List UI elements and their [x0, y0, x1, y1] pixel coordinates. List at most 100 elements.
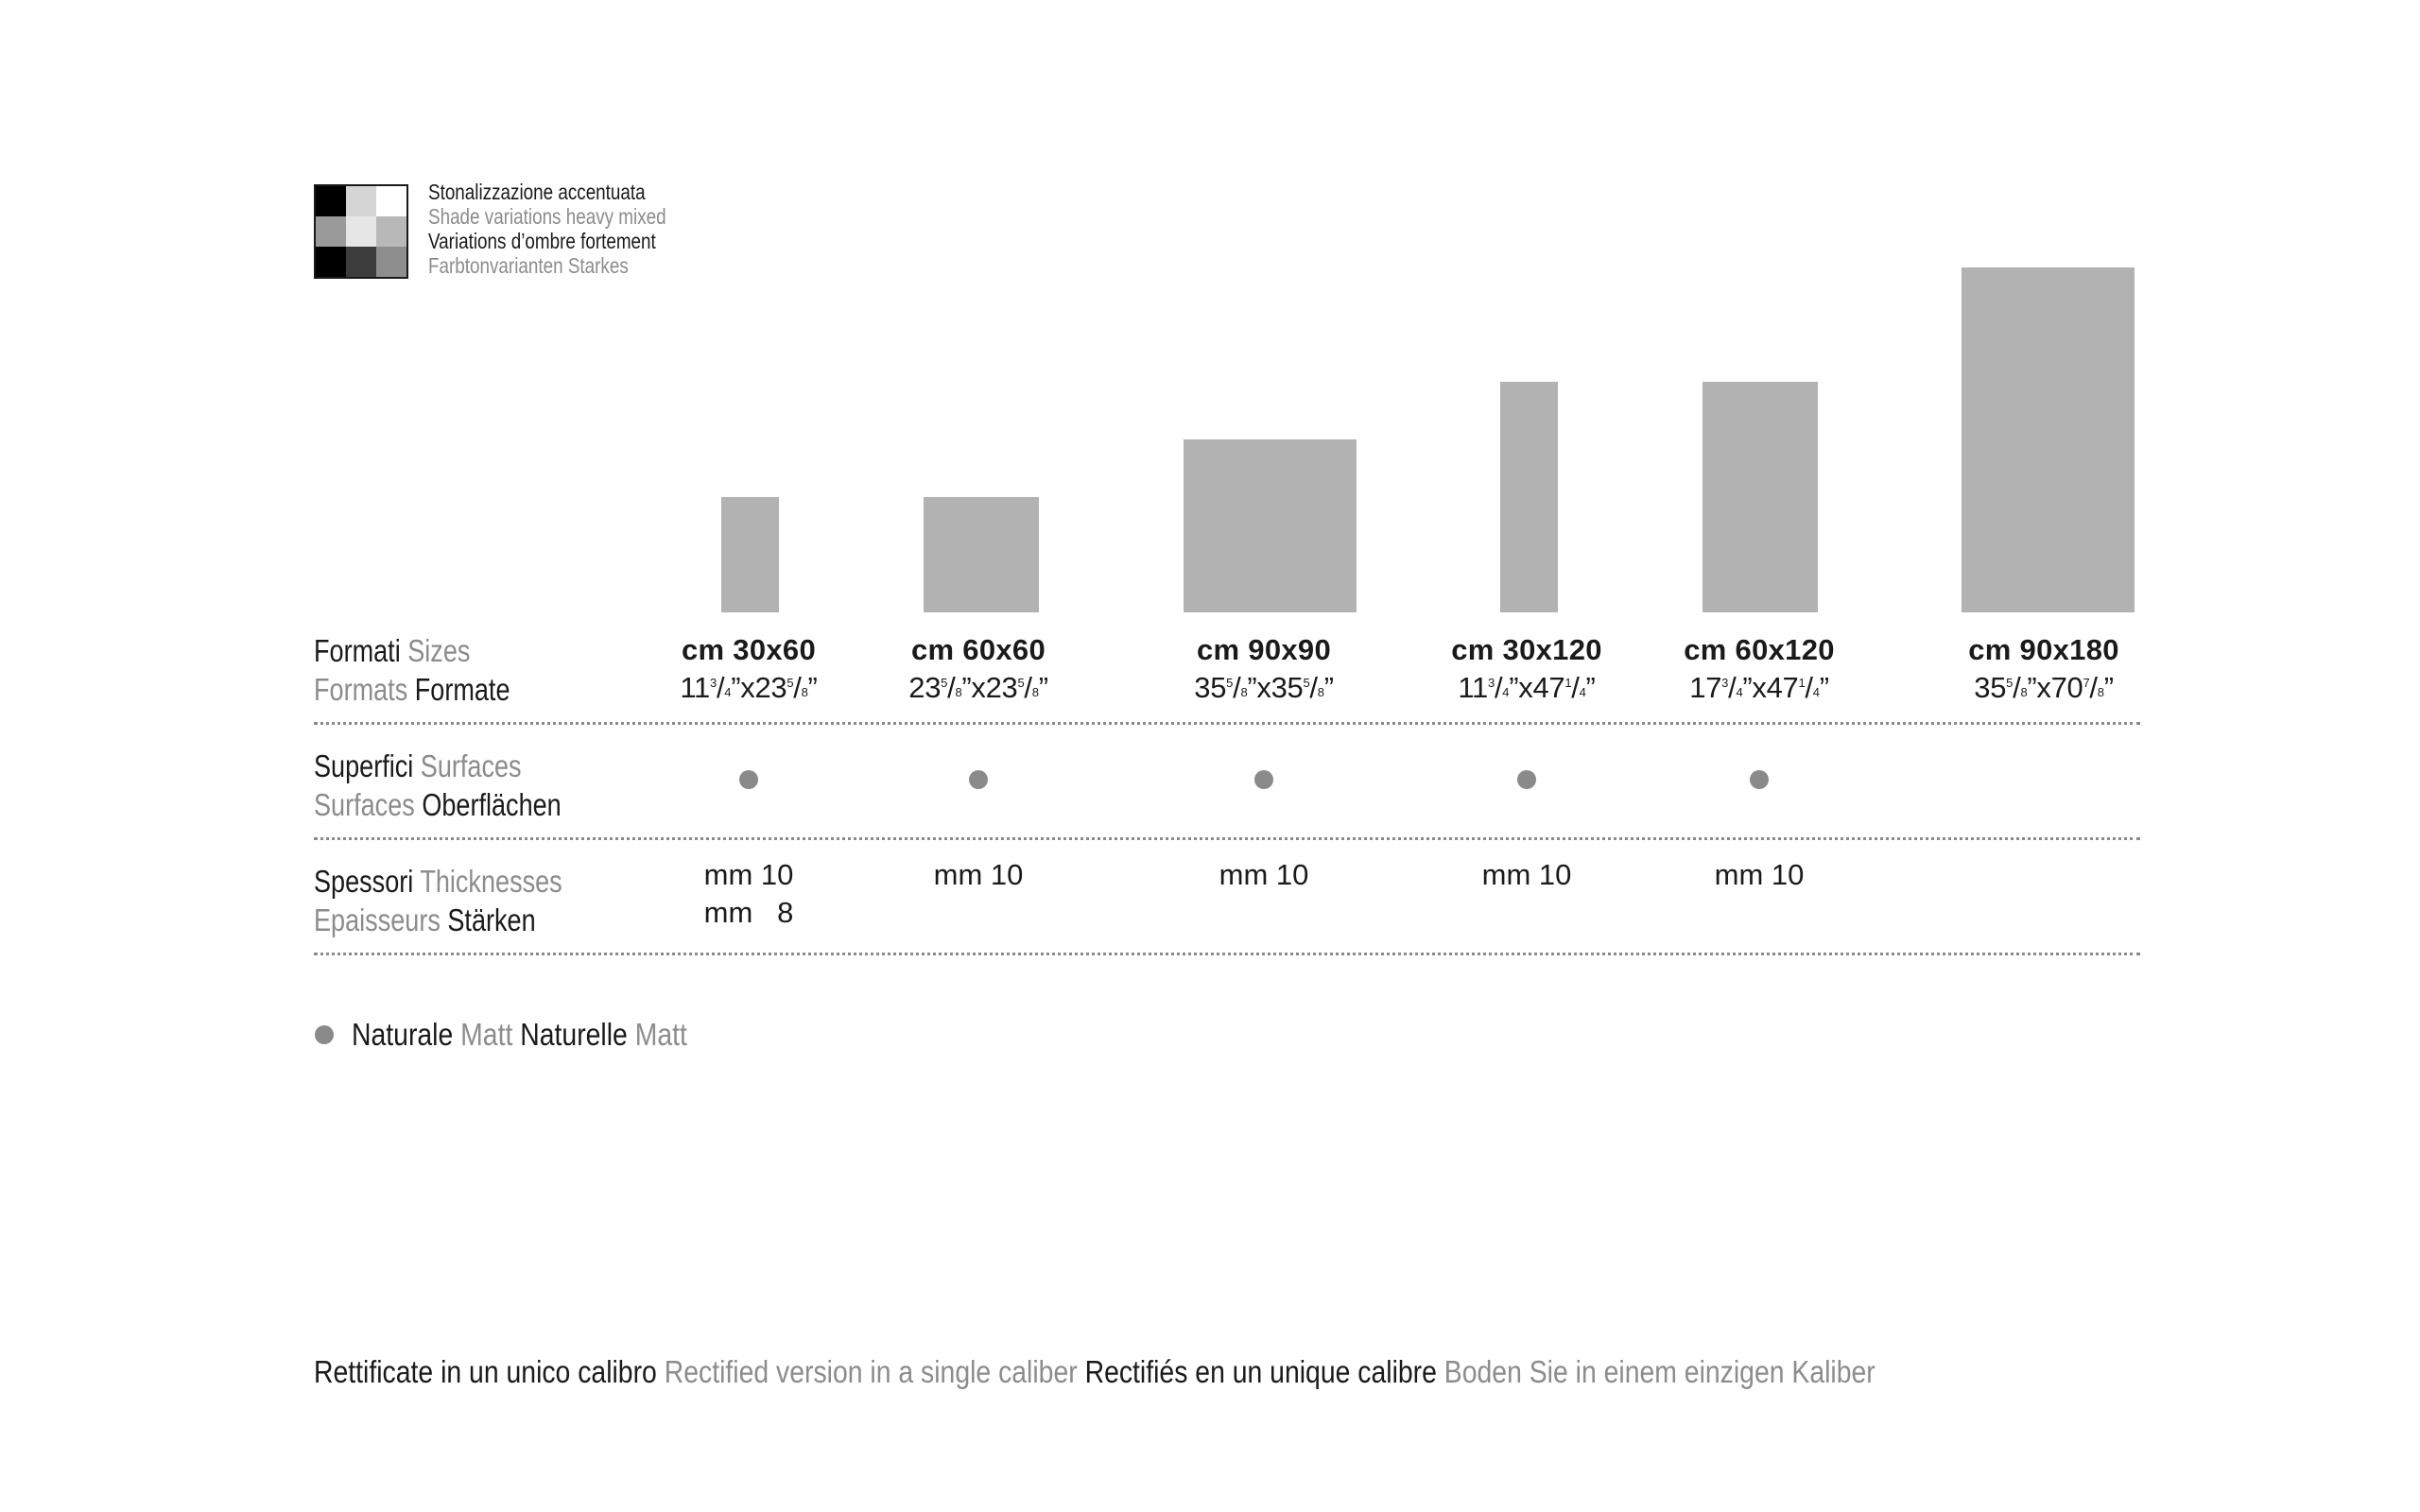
surfaces-label-en: Surfaces — [420, 748, 522, 783]
surfaces-label-it: Superfici — [314, 748, 414, 783]
inch-part: 5 — [786, 676, 794, 690]
finish-legend-fr: Naturelle — [520, 1017, 628, 1052]
matt-finish-dot — [1517, 770, 1536, 789]
tile-shape-cm-60x120 — [1703, 382, 1818, 612]
format-size-inches: 173/4”x471/4” — [1689, 671, 1829, 704]
inch-part: 11 — [1458, 671, 1489, 704]
tile-shape-cm-90x90 — [1184, 439, 1357, 612]
inch-part: ”x70 — [2027, 671, 2083, 704]
thickness-label-fr: Epaisseurs — [314, 902, 441, 937]
footer-de: Boden Sie in einem einzigen Kaliber — [1443, 1354, 1876, 1389]
thickness-label-de: Stärken — [447, 902, 536, 937]
tile-shape-cm-30x120 — [1500, 382, 1558, 612]
matt-finish-dot — [1750, 770, 1769, 789]
finish-legend: Naturale Matt Naturelle Matt — [314, 1017, 742, 1053]
shade-variation-text: Stonalizzazione accentuata Shade variati… — [428, 180, 718, 278]
format-size-cm: cm 30x120 — [1451, 633, 1602, 666]
finish-legend-it: Naturale — [352, 1017, 454, 1052]
inch-part: ” — [1038, 671, 1048, 704]
inch-part: 8 — [801, 685, 808, 699]
surfaces-label-fr: Surfaces — [314, 787, 415, 822]
shade-label-it: Stonalizzazione accentuata — [428, 180, 646, 204]
inch-part: ” — [807, 671, 818, 704]
inch-part: ” — [1819, 671, 1829, 704]
tile-shape-cm-90x180 — [1962, 267, 2135, 612]
shade-swatch — [316, 216, 346, 247]
inch-part: 35 — [1194, 671, 1227, 704]
inch-part: 8 — [1031, 685, 1039, 699]
inch-part: 7 — [2083, 676, 2090, 690]
inch-part: 5 — [1303, 676, 1310, 690]
shade-label-de: Farbtonvarianten Starkes — [428, 253, 629, 278]
inch-part: 4 — [1812, 685, 1820, 699]
finish-legend-de: Matt — [634, 1017, 687, 1052]
thickness-label-en: Thicknesses — [420, 864, 562, 899]
inch-part: 4 — [1736, 685, 1743, 699]
row-divider — [314, 837, 2140, 840]
inch-part: 5 — [2006, 676, 2014, 690]
inch-part: 3 — [1488, 676, 1495, 690]
format-size-inches: 355/8”x355/8” — [1194, 671, 1334, 704]
shade-swatch — [346, 186, 376, 216]
sizes-label-fr: Formats — [314, 672, 408, 707]
inch-part: 11 — [680, 671, 711, 704]
sizes-label-en: Sizes — [407, 633, 471, 668]
shade-label-en: Shade variations heavy mixed — [428, 204, 666, 229]
shade-variation-icon — [314, 184, 408, 279]
inch-part: 5 — [1226, 676, 1234, 690]
inch-part: ” — [1585, 671, 1596, 704]
thickness-value: mm 10 — [933, 858, 1024, 891]
shade-swatch — [346, 247, 376, 277]
inch-part: 5 — [941, 676, 948, 690]
inch-part: 3 — [710, 676, 717, 690]
format-size-inches: 113/4”x235/8” — [680, 671, 818, 704]
inch-part: ” — [1323, 671, 1334, 704]
shade-swatch — [376, 186, 406, 216]
thickness-value: mm 10 — [703, 858, 794, 891]
shade-swatch — [316, 186, 346, 216]
thickness-label-it: Spessori — [314, 864, 414, 899]
inch-part: ”x35 — [1247, 671, 1304, 704]
thickness-value: mm 10 — [1481, 858, 1572, 891]
inch-part: 8 — [2020, 685, 2028, 699]
thickness-value: mm 10 — [1219, 858, 1309, 891]
footer-en: Rectified version in a single caliber — [664, 1354, 1078, 1389]
inch-part: 1 — [1798, 676, 1806, 690]
thickness-row-label: Spessori Thicknesses Epaisseurs Stärken — [314, 862, 616, 939]
shade-swatch — [376, 216, 406, 247]
tile-shape-cm-60x60 — [924, 497, 1039, 612]
format-size-cm: cm 30x60 — [681, 633, 817, 666]
shade-swatch — [376, 247, 406, 277]
inch-part: 8 — [1240, 685, 1248, 699]
format-size-cm: cm 60x60 — [910, 633, 1046, 666]
inch-part: 8 — [1317, 685, 1324, 699]
shade-swatch — [346, 216, 376, 247]
tile-shape-cm-30x60 — [721, 497, 779, 612]
format-size-cm: cm 90x180 — [1968, 633, 2119, 666]
surfaces-label-de: Oberflächen — [422, 787, 562, 822]
matt-finish-dot — [1254, 770, 1273, 789]
format-size-cm: cm 60x120 — [1684, 633, 1835, 666]
matt-finish-dot — [739, 770, 758, 789]
inch-part: 8 — [955, 685, 962, 699]
format-size-cm: cm 90x90 — [1196, 633, 1332, 666]
inch-part: ” — [2103, 671, 2114, 704]
inch-part: 4 — [1502, 685, 1510, 699]
sizes-label-it: Formati — [314, 633, 401, 668]
inch-part: ”x47 — [1509, 671, 1565, 704]
surfaces-row-label: Superfici Surfaces Surfaces Oberflächen — [314, 747, 615, 824]
sizes-label-de: Formate — [414, 672, 510, 707]
format-size-inches: 355/8”x707/8” — [1974, 671, 2114, 704]
format-size-inches: 113/4”x471/4” — [1458, 671, 1596, 704]
inch-part: ”x47 — [1742, 671, 1799, 704]
inch-part: 3 — [1721, 676, 1729, 690]
finish-legend-en: Matt — [460, 1017, 513, 1052]
inch-part: 5 — [1017, 676, 1025, 690]
inch-part: 8 — [2097, 685, 2104, 699]
inch-part: 23 — [908, 671, 942, 704]
format-size-inches: 235/8”x235/8” — [908, 671, 1048, 704]
matt-finish-dot — [969, 770, 988, 789]
inch-part: 35 — [1974, 671, 2007, 704]
inch-part: 4 — [724, 685, 732, 699]
footer-it: Rettificate in un unico calibro — [314, 1354, 657, 1389]
